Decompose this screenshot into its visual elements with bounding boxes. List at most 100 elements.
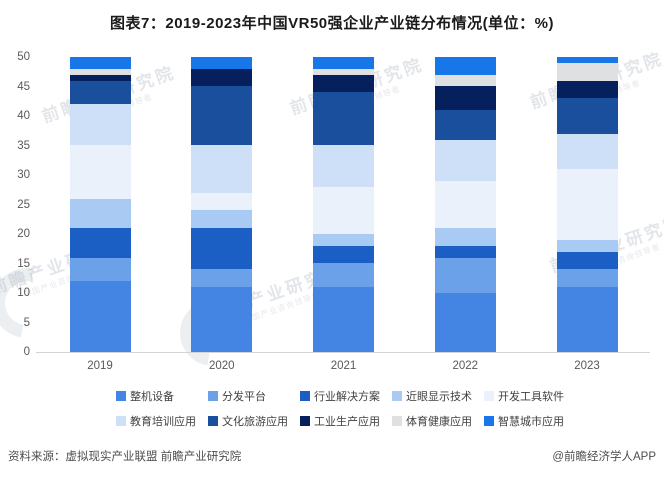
- legend-swatch-icon: [484, 416, 494, 426]
- x-axis-line: [36, 352, 650, 353]
- legend-label: 智慧城市应用: [498, 416, 564, 428]
- bar-segment-整机设备: [313, 287, 374, 352]
- bar-segment-近眼显示技术: [556, 239, 618, 252]
- bar-segment-教育培训应用: [313, 145, 374, 187]
- legend-label: 开发工具软件: [498, 391, 564, 403]
- bar-segment-开发工具软件: [191, 192, 253, 211]
- bar-segment-整机设备: [556, 287, 618, 352]
- legend-label: 近眼显示技术: [406, 391, 472, 403]
- stacked-bar-2021: [313, 57, 374, 352]
- legend-label: 体育健康应用: [406, 416, 472, 428]
- bar-segment-教育培训应用: [69, 104, 131, 146]
- bar-segment-行业解决方案: [434, 245, 496, 258]
- legend-item-分发平台: 分发平台: [208, 388, 300, 404]
- bar-segment-近眼显示技术: [191, 210, 253, 229]
- legend-label: 教育培训应用: [130, 416, 196, 428]
- x-axis-tick-label: 2021: [330, 360, 357, 372]
- stacked-bar-2022: [434, 57, 496, 352]
- bar-segment-分发平台: [191, 269, 253, 288]
- stacked-bar-2023: [556, 57, 618, 352]
- bar-segment-近眼显示技术: [69, 198, 131, 229]
- bar-segment-文化旅游应用: [313, 92, 374, 146]
- legend-item-工业生产应用: 工业生产应用: [300, 413, 392, 429]
- bar-segment-智慧城市应用: [434, 57, 496, 75]
- legend-swatch-icon: [392, 416, 402, 426]
- bar-segment-整机设备: [191, 287, 253, 352]
- bar-segment-近眼显示技术: [313, 233, 374, 246]
- bar-segment-行业解决方案: [191, 228, 253, 270]
- legend-item-开发工具软件: 开发工具软件: [484, 388, 576, 404]
- y-axis-tick-label: 40: [17, 110, 30, 122]
- legend-item-行业解决方案: 行业解决方案: [300, 388, 392, 404]
- bar-segment-分发平台: [69, 257, 131, 282]
- legend-item-文化旅游应用: 文化旅游应用: [208, 413, 300, 429]
- legend-item-近眼显示技术: 近眼显示技术: [392, 388, 484, 404]
- legend-swatch-icon: [300, 416, 310, 426]
- bar-segment-体育健康应用: [556, 62, 618, 81]
- legend-swatch-icon: [484, 391, 494, 401]
- credit-note: @前瞻经济学人APP: [552, 451, 656, 463]
- bar-segment-教育培训应用: [434, 139, 496, 181]
- bar-segment-分发平台: [556, 269, 618, 288]
- legend-swatch-icon: [392, 391, 402, 401]
- x-axis-tick-label: 2019: [87, 360, 113, 372]
- legend-item-整机设备: 整机设备: [116, 388, 208, 404]
- y-axis-tick-label: 45: [17, 80, 30, 93]
- bar-segment-工业生产应用: [434, 86, 496, 111]
- bar-segment-工业生产应用: [556, 80, 618, 99]
- y-axis-tick-label: 50: [17, 51, 30, 63]
- bar-segment-行业解决方案: [313, 245, 374, 264]
- bar-segment-行业解决方案: [556, 251, 618, 270]
- bar-segment-智慧城市应用: [556, 57, 618, 63]
- y-axis-tick-label: 0: [23, 346, 30, 358]
- y-axis-tick-label: 35: [17, 139, 30, 152]
- bar-segment-体育健康应用: [434, 74, 496, 87]
- bar-segment-文化旅游应用: [191, 86, 253, 146]
- bar-segment-教育培训应用: [191, 145, 253, 193]
- bar-segment-智慧城市应用: [69, 57, 131, 69]
- bar-segment-开发工具软件: [556, 169, 618, 240]
- bar-segment-文化旅游应用: [69, 80, 131, 105]
- bar-segment-行业解决方案: [69, 228, 131, 258]
- bar-segment-教育培训应用: [556, 133, 618, 170]
- legend-label: 文化旅游应用: [222, 416, 288, 428]
- legend-item-教育培训应用: 教育培训应用: [116, 413, 208, 429]
- bar-segment-近眼显示技术: [434, 228, 496, 246]
- bar-segment-分发平台: [313, 263, 374, 288]
- legend-label: 工业生产应用: [314, 416, 380, 428]
- chart-title: 图表7：2019-2023年中国VR50强企业产业链分布情况(单位：%): [110, 15, 554, 32]
- source-note: 资料来源：虚拟现实产业联盟 前瞻产业研究院: [8, 451, 242, 463]
- y-axis-tick-label: 25: [17, 198, 30, 211]
- bar-segment-开发工具软件: [69, 145, 131, 199]
- legend-swatch-icon: [208, 416, 218, 426]
- x-axis-tick-label: 2020: [209, 360, 235, 372]
- legend-swatch-icon: [116, 416, 126, 426]
- legend-item-智慧城市应用: 智慧城市应用: [484, 413, 576, 429]
- legend-label: 分发平台: [222, 391, 266, 403]
- x-axis-tick-label: 2022: [452, 360, 479, 372]
- legend-swatch-icon: [116, 391, 126, 401]
- bar-segment-开发工具软件: [434, 180, 496, 229]
- bar-segment-体育健康应用: [313, 68, 374, 75]
- legend-row: 整机设备 分发平台 行业解决方案 近眼显示技术 开发工具软件: [116, 388, 596, 413]
- bar-segment-智慧城市应用: [191, 57, 253, 69]
- stacked-bar-2019: [69, 57, 131, 352]
- bar-segment-开发工具软件: [313, 186, 374, 234]
- bar-segment-智慧城市应用: [313, 57, 374, 69]
- x-axis-tick-label: 2023: [574, 360, 600, 372]
- bar-segment-文化旅游应用: [434, 110, 496, 140]
- y-axis-tick-label: 5: [23, 316, 30, 329]
- y-axis-tick-label: 30: [17, 169, 30, 181]
- y-axis-tick-label: 20: [17, 228, 30, 240]
- bar-segment-整机设备: [434, 292, 496, 352]
- legend-label: 整机设备: [130, 391, 174, 403]
- legend-swatch-icon: [208, 391, 218, 401]
- bar-segment-分发平台: [434, 257, 496, 293]
- bar-segment-文化旅游应用: [556, 98, 618, 134]
- bar-segment-工业生产应用: [191, 68, 253, 87]
- chart-legend: 整机设备 分发平台 行业解决方案 近眼显示技术 开发工具软件教育培训应用 文化旅游应用 工业…: [116, 388, 596, 438]
- bar-segment-整机设备: [69, 281, 131, 352]
- bar-segment-工业生产应用: [313, 74, 374, 93]
